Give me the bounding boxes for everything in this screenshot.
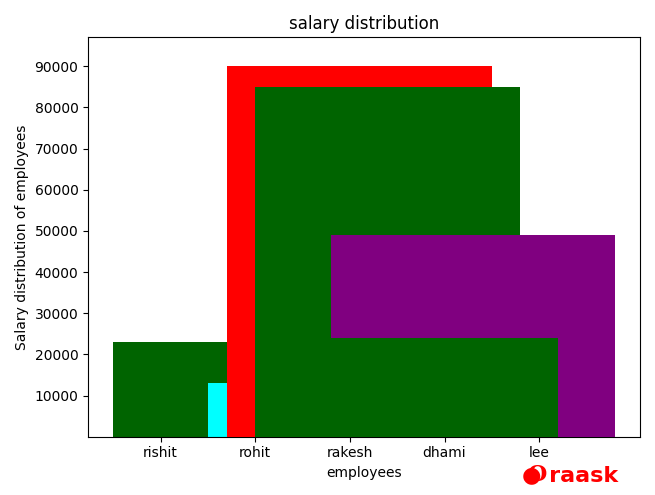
Bar xyxy=(227,66,492,437)
Text: ● raask: ● raask xyxy=(522,465,618,485)
Bar xyxy=(113,342,227,437)
Y-axis label: Salary distribution of employees: Salary distribution of employees xyxy=(15,124,29,349)
Title: salary distribution: salary distribution xyxy=(289,15,440,33)
Text: O: O xyxy=(527,464,547,486)
Bar xyxy=(255,87,520,437)
X-axis label: employees: employees xyxy=(326,466,402,480)
Bar xyxy=(208,383,331,437)
Bar xyxy=(331,235,615,437)
Bar xyxy=(255,338,558,437)
Text: Www.Oraask.com: Www.Oraask.com xyxy=(425,257,546,312)
